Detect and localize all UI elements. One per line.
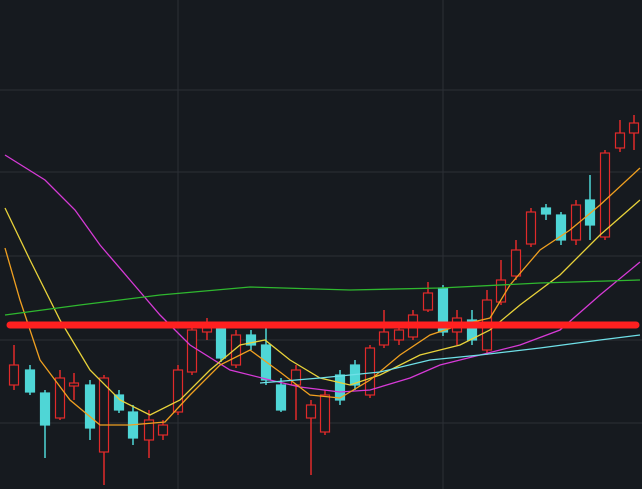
candle-body xyxy=(172,369,184,413)
candle-body xyxy=(39,392,51,426)
candle-body xyxy=(98,377,110,453)
candle-body xyxy=(599,152,611,238)
candle-body xyxy=(68,382,80,387)
candle-body xyxy=(466,319,478,341)
candle-body xyxy=(305,404,317,419)
candle-body xyxy=(201,327,213,333)
candle-body xyxy=(614,132,626,149)
candle-body xyxy=(8,364,20,386)
candle-body xyxy=(495,279,507,303)
candle-body xyxy=(84,384,96,429)
candle-body xyxy=(230,334,242,366)
candle-body xyxy=(54,377,66,419)
candle-body xyxy=(628,122,640,134)
candle-body xyxy=(510,249,522,277)
candle-body xyxy=(319,394,331,433)
candle-body xyxy=(334,374,346,401)
candle-body xyxy=(570,204,582,241)
candle-body xyxy=(186,329,198,373)
candle-body xyxy=(525,211,537,245)
candle-body xyxy=(143,419,155,441)
candle-body xyxy=(275,384,287,411)
moving-average-line xyxy=(4,154,641,393)
candle-body xyxy=(555,214,567,241)
moving-average-line xyxy=(4,279,641,316)
moving-average-line xyxy=(4,199,641,416)
moving-average-line xyxy=(4,167,641,426)
candle-body xyxy=(540,207,552,215)
candle-body xyxy=(113,394,125,411)
candle-body xyxy=(364,347,376,396)
candle-body xyxy=(157,424,169,436)
candle-body xyxy=(378,331,390,346)
candle-body xyxy=(24,369,36,393)
candle-body xyxy=(290,369,302,386)
candle-body xyxy=(245,334,257,346)
candle-body xyxy=(393,329,405,341)
moving-average-line xyxy=(259,334,641,384)
candle-body xyxy=(215,327,227,359)
candle-body xyxy=(422,292,434,311)
